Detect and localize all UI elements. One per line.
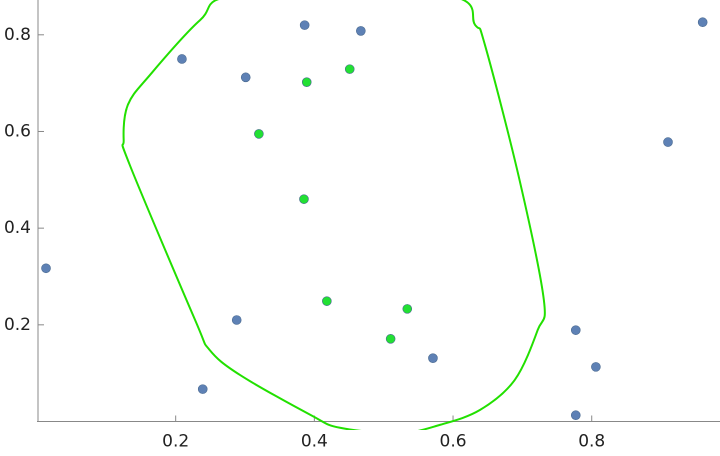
- point: [301, 77, 312, 87]
- point: [402, 304, 413, 314]
- x-tick-label: 0.6: [440, 432, 467, 452]
- y-tick-label: 0.4: [4, 218, 31, 238]
- point: [385, 334, 396, 344]
- point: [177, 54, 187, 64]
- point: [197, 384, 208, 394]
- point: [356, 26, 366, 36]
- y-tick-label: 0.6: [4, 121, 31, 141]
- point: [240, 72, 251, 83]
- x-tick-label: 0.4: [301, 432, 328, 452]
- x-tick-label: 0.2: [162, 432, 189, 452]
- point: [570, 410, 581, 421]
- point: [663, 137, 673, 147]
- x-tick-label: 0.8: [578, 432, 605, 452]
- point: [697, 17, 708, 28]
- point: [344, 64, 355, 74]
- plot-area: [41, 0, 708, 430]
- point: [299, 20, 310, 30]
- point: [322, 296, 332, 306]
- point: [570, 325, 581, 335]
- y-tick-label: 0.2: [4, 315, 31, 335]
- point: [231, 315, 242, 325]
- y-tick-label: 0.8: [4, 25, 31, 45]
- point: [591, 362, 601, 372]
- point: [299, 194, 309, 204]
- point: [254, 129, 264, 139]
- point: [41, 263, 51, 274]
- curve: [121, 0, 546, 430]
- point: [428, 353, 438, 363]
